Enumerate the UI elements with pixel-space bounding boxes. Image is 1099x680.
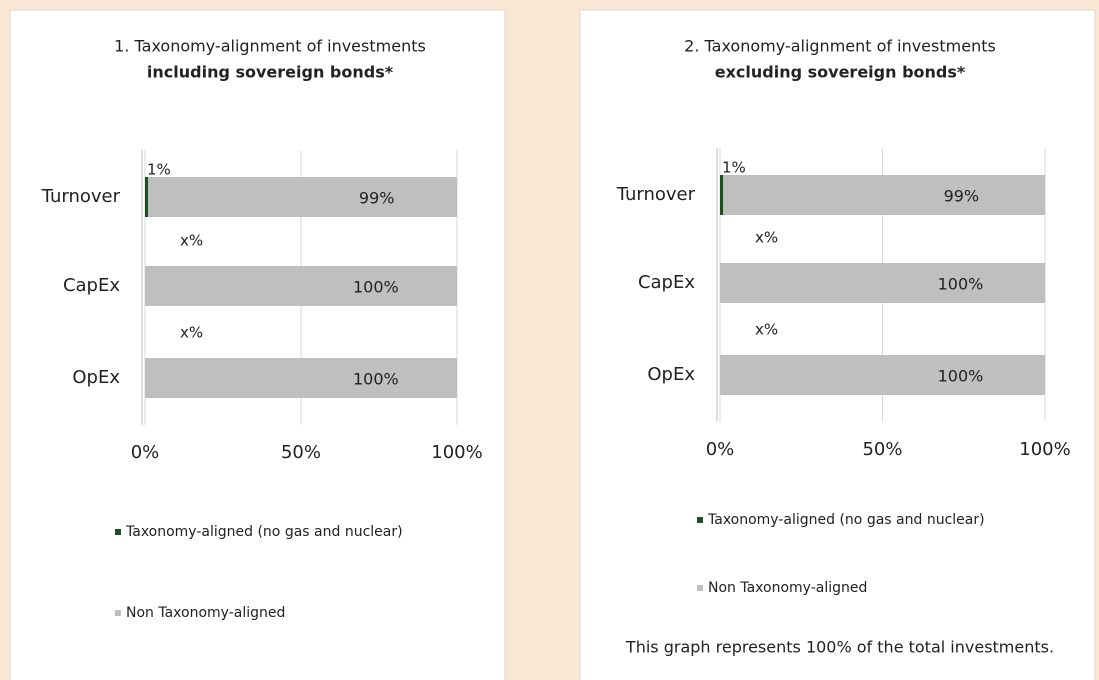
y-tick-label: CapEx	[638, 272, 695, 293]
bar-segment	[145, 266, 457, 306]
panel	[9, 9, 506, 680]
x-tick-label: 100%	[431, 442, 482, 463]
y-tick-label: Turnover	[616, 184, 696, 205]
chart-subtitle: excluding sovereign bonds*	[715, 63, 966, 82]
bar-segment	[720, 175, 724, 215]
chart-title: 1. Taxonomy-alignment of investments	[114, 37, 426, 56]
legend-label: Non Taxonomy-aligned	[708, 580, 867, 596]
x-tick-label: 50%	[862, 439, 902, 460]
y-tick-label: OpEx	[647, 364, 695, 385]
data-label: x%	[180, 232, 203, 250]
data-label: x%	[180, 324, 203, 342]
panel	[579, 9, 1096, 680]
data-label: 100%	[938, 367, 984, 386]
note: This graph represents 100% of the total …	[625, 638, 1054, 657]
data-label: x%	[755, 321, 778, 339]
bar-segment	[720, 355, 1045, 395]
legend-marker	[697, 585, 703, 591]
data-label: 100%	[938, 275, 984, 294]
x-tick-label: 100%	[1019, 439, 1070, 460]
bar-segment	[145, 358, 457, 398]
legend-marker	[115, 610, 121, 616]
x-tick-label: 0%	[131, 442, 160, 463]
legend-marker	[697, 517, 703, 523]
data-label: x%	[755, 229, 778, 247]
data-label: 1%	[147, 161, 171, 179]
legend-marker	[115, 529, 121, 535]
chart-title: 2. Taxonomy-alignment of investments	[684, 37, 996, 56]
data-label: 100%	[353, 370, 399, 389]
y-tick-label: OpEx	[72, 367, 120, 388]
legend-label: Taxonomy-aligned (no gas and nuclear)	[707, 512, 985, 528]
y-tick-label: CapEx	[63, 275, 120, 296]
y-tick-label: Turnover	[41, 186, 121, 207]
bar-segment	[723, 175, 1045, 215]
data-label: 100%	[353, 278, 399, 297]
data-label: 99%	[359, 189, 395, 208]
legend-label: Taxonomy-aligned (no gas and nuclear)	[125, 524, 403, 540]
x-tick-label: 0%	[706, 439, 735, 460]
data-label: 1%	[722, 159, 746, 177]
x-tick-label: 50%	[281, 442, 321, 463]
bar-segment	[148, 177, 457, 217]
data-label: 99%	[944, 187, 980, 206]
bar-segment	[720, 263, 1045, 303]
legend-label: Non Taxonomy-aligned	[126, 605, 285, 621]
chart-subtitle: including sovereign bonds*	[147, 63, 394, 82]
bar-segment	[145, 177, 149, 217]
